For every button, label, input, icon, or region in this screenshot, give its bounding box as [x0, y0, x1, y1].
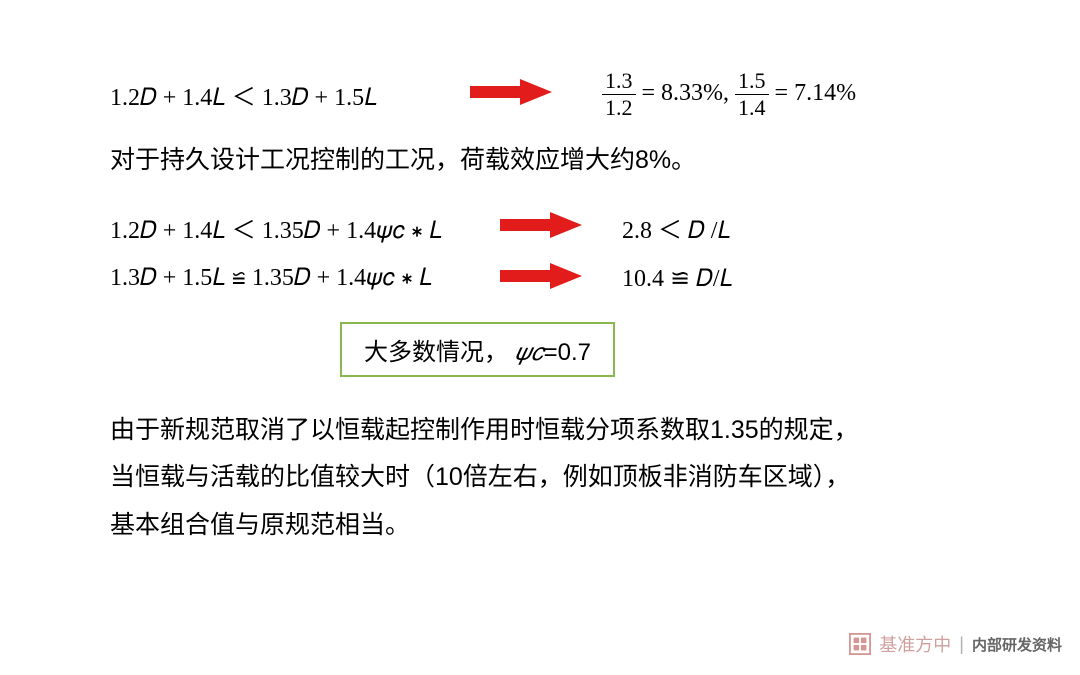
arrow-icon	[470, 79, 552, 110]
footer-brand: 基准方中	[879, 631, 951, 657]
para-line-3: 基本组合值与原规范相当。	[110, 502, 990, 550]
equation-row-3: 1.3𝐷 + 1.5𝐿 ≌ 1.35𝐷 + 1.4𝜓𝑐 ∗ 𝐿 10.4 ≌ 𝐷…	[110, 263, 990, 294]
box-psi: 𝜓𝑐	[515, 340, 544, 366]
eq2-left: 1.2𝐷 + 1.4𝐿 ＜ 1.35𝐷 + 1.4𝜓𝑐 ∗ 𝐿	[110, 210, 490, 245]
footer-note: 内部研发资料	[972, 634, 1062, 655]
equation-row-1: 1.2𝐷 + 1.4𝐿 ＜ 1.3𝐷 + 1.5𝐿 1.31.2 = 8.33%…	[110, 70, 990, 119]
eq1-right: 1.31.2 = 8.33%, 1.51.4 = 7.14%	[602, 70, 856, 119]
para-line-2: 当恒载与活载的比值较大时（10倍左右，例如顶板非消防车区域），	[110, 454, 990, 502]
explanation-1: 对于持久设计工况控制的工况，荷载效应增大约8%。	[110, 137, 990, 185]
footer: 基准方中 | 内部研发资料	[849, 631, 1062, 657]
para-line-1: 由于新规范取消了以恒载起控制作用时恒载分项系数取1.35的规定，	[110, 407, 990, 455]
eq1-left: 1.2𝐷 + 1.4𝐿 ＜ 1.3𝐷 + 1.5𝐿	[110, 77, 450, 112]
arrow-icon	[500, 212, 582, 243]
arrow-icon	[500, 263, 582, 294]
box-suffix: =0.7	[544, 339, 591, 366]
eq2-right: 2.8 ＜ 𝐷 /𝐿	[622, 210, 731, 245]
footer-separator: |	[959, 634, 964, 655]
boxed-note: 大多数情况， 𝜓𝑐=0.7	[110, 312, 990, 387]
equation-row-2: 1.2𝐷 + 1.4𝐿 ＜ 1.35𝐷 + 1.4𝜓𝑐 ∗ 𝐿 2.8 ＜ 𝐷 …	[110, 210, 990, 245]
eq3-right: 10.4 ≌ 𝐷/𝐿	[622, 264, 733, 293]
paragraph: 由于新规范取消了以恒载起控制作用时恒载分项系数取1.35的规定， 当恒载与活载的…	[110, 407, 990, 550]
eq3-left: 1.3𝐷 + 1.5𝐿 ≌ 1.35𝐷 + 1.4𝜓𝑐 ∗ 𝐿	[110, 265, 490, 292]
box-prefix: 大多数情况，	[364, 339, 515, 366]
logo-icon	[849, 633, 871, 655]
